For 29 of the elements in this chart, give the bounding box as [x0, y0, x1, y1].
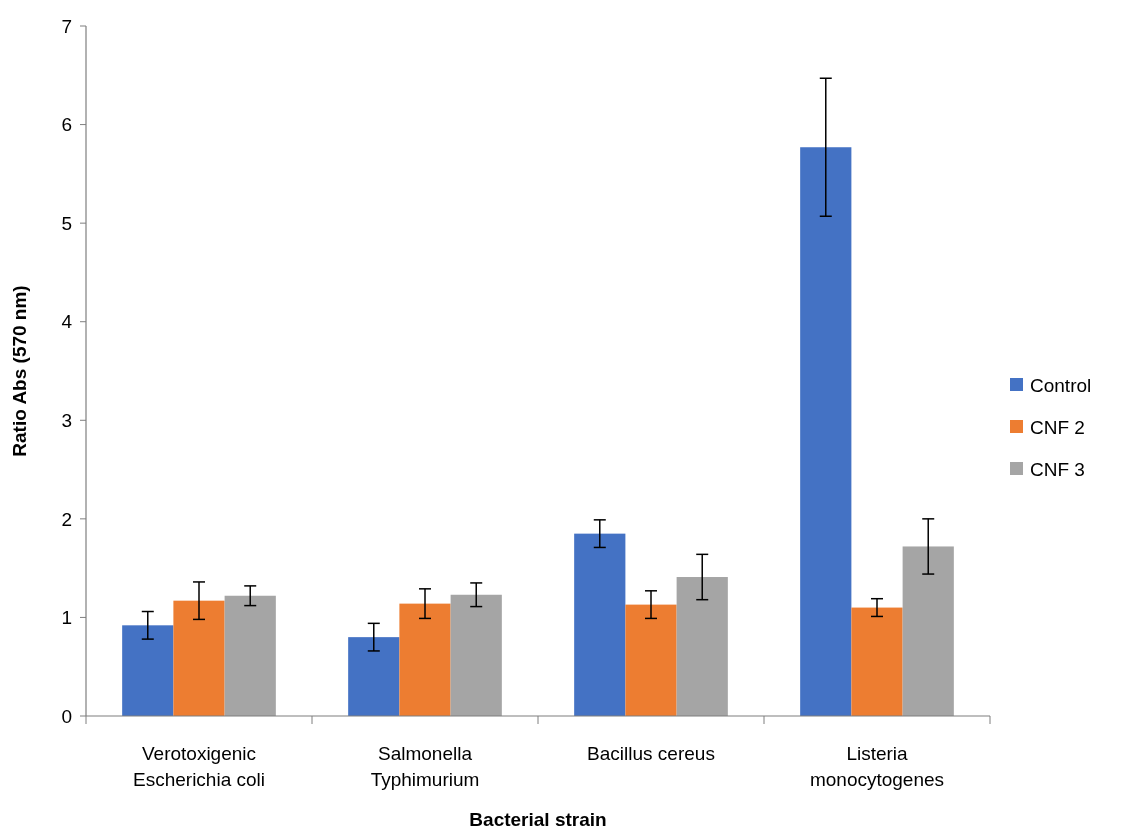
y-axis-title: Ratio Abs (570 nm): [9, 285, 30, 457]
x-tick-label: Verotoxigenic Escherichia coli: [133, 743, 265, 790]
x-tick-label: Listeria monocytogenes: [809, 743, 945, 790]
x-tick-label: Bacillus cereus: [587, 743, 715, 764]
y-tick-label: 7: [61, 15, 72, 37]
bar: [173, 600, 225, 716]
bar: [122, 625, 174, 716]
legend-label: Control: [1030, 374, 1092, 396]
bar: [851, 607, 903, 716]
y-tick-label: 2: [61, 508, 72, 530]
bar: [399, 603, 451, 716]
x-axis-title: Bacterial strain: [469, 809, 607, 830]
legend-label: CNF 2: [1030, 416, 1085, 438]
legend-label: CNF 3: [1030, 458, 1085, 480]
bar: [224, 595, 276, 716]
bar: [348, 637, 400, 716]
bar: [574, 533, 626, 716]
y-tick-label: 4: [61, 311, 73, 333]
bar: [625, 604, 677, 716]
bar: [902, 546, 954, 716]
y-tick-label: 0: [61, 705, 72, 727]
y-tick-label: 3: [61, 409, 72, 431]
y-tick-label: 5: [61, 212, 72, 234]
y-tick-label: 6: [61, 114, 72, 136]
bar: [450, 594, 502, 716]
x-tick-label: Salmonella Typhimurium: [370, 743, 480, 790]
y-tick-label: 1: [61, 607, 72, 629]
bar: [676, 577, 728, 716]
bar: [800, 147, 852, 716]
